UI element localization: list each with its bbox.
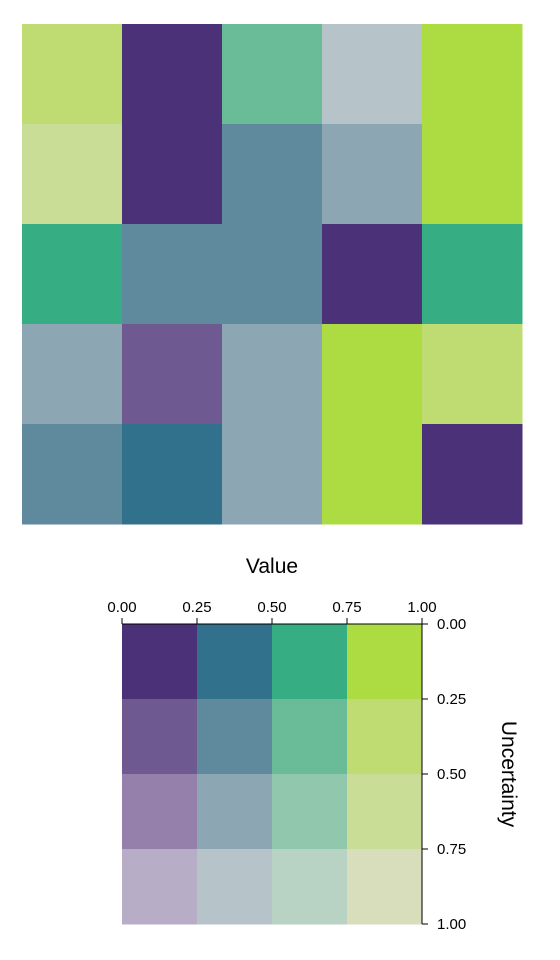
heatmap-cell-r1-c4 xyxy=(422,124,523,225)
legend-swatch-r0-c0 xyxy=(122,624,198,700)
legend-swatch-r2-c3 xyxy=(347,774,423,850)
legend-heatmap xyxy=(122,624,423,925)
legend-x-tick-label: 0.00 xyxy=(107,599,136,616)
heatmap-cell-r0-c1 xyxy=(122,24,223,125)
legend-y-tick-label: 0.25 xyxy=(437,691,466,708)
legend-swatch-r1-c2 xyxy=(272,699,348,775)
heatmap-cell-r2-c1 xyxy=(122,224,223,325)
legend-swatch-r2-c2 xyxy=(272,774,348,850)
heatmap-cell-r3-c2 xyxy=(222,324,323,425)
legend-swatch-r1-c1 xyxy=(197,699,273,775)
heatmap-cell-r4-c3 xyxy=(322,424,423,525)
legend-x-tick-label: 1.00 xyxy=(407,599,436,616)
heatmap-cell-r1-c0 xyxy=(22,124,123,225)
legend-y-axis: 0.00 0.25 0.50 0.75 1.00 xyxy=(421,616,466,933)
heatmap-cell-r2-c0 xyxy=(22,224,123,325)
heatmap-cell-r1-c1 xyxy=(122,124,223,225)
heatmap-cell-r3-c1 xyxy=(122,324,223,425)
heatmap-cell-r4-c2 xyxy=(222,424,323,525)
heatmap-cell-r4-c1 xyxy=(122,424,223,525)
legend-swatch-r0-c1 xyxy=(197,624,273,700)
legend-swatch-r1-c0 xyxy=(122,699,198,775)
legend-swatch-r3-c0 xyxy=(122,849,198,925)
legend-x-tick-label: 0.25 xyxy=(182,599,211,616)
main-heatmap xyxy=(22,24,523,525)
legend-swatch-r3-c3 xyxy=(347,849,423,925)
legend-swatch-r3-c1 xyxy=(197,849,273,925)
legend-y-tick-label: 0.00 xyxy=(437,616,466,633)
legend-swatch-r3-c2 xyxy=(272,849,348,925)
legend-x-tick-label: 0.50 xyxy=(257,599,286,616)
legend-y-tick-label: 1.00 xyxy=(437,916,466,933)
heatmap-cell-r1-c3 xyxy=(322,124,423,225)
legend-y-axis-title: Uncertainty xyxy=(497,721,520,828)
heatmap-cell-r2-c2 xyxy=(222,224,323,325)
heatmap-cell-r3-c4 xyxy=(422,324,523,425)
heatmap-cell-r2-c3 xyxy=(322,224,423,325)
legend-y-tick-label: 0.75 xyxy=(437,841,466,858)
legend-x-tick-label: 0.75 xyxy=(332,599,361,616)
heatmap-cell-r0-c2 xyxy=(222,24,323,125)
heatmap-cell-r0-c4 xyxy=(422,24,523,125)
heatmap-cell-r0-c0 xyxy=(22,24,123,125)
heatmap-cell-r0-c3 xyxy=(322,24,423,125)
heatmap-cell-r4-c0 xyxy=(22,424,123,525)
legend-x-axis: 0.00 0.25 0.50 0.75 1.00 xyxy=(107,599,437,625)
heatmap-cell-r4-c4 xyxy=(422,424,523,525)
heatmap-cell-r3-c3 xyxy=(322,324,423,425)
heatmap-cell-r3-c0 xyxy=(22,324,123,425)
legend-swatch-r2-c0 xyxy=(122,774,198,850)
legend-swatch-r0-c3 xyxy=(347,624,423,700)
legend-swatch-r2-c1 xyxy=(197,774,273,850)
legend-x-axis-title: Value xyxy=(246,555,298,578)
legend-swatch-r0-c2 xyxy=(272,624,348,700)
heatmap-cell-r1-c2 xyxy=(222,124,323,225)
legend-swatch-r1-c3 xyxy=(347,699,423,775)
heatmap-cell-r2-c4 xyxy=(422,224,523,325)
legend-y-tick-label: 0.50 xyxy=(437,766,466,783)
